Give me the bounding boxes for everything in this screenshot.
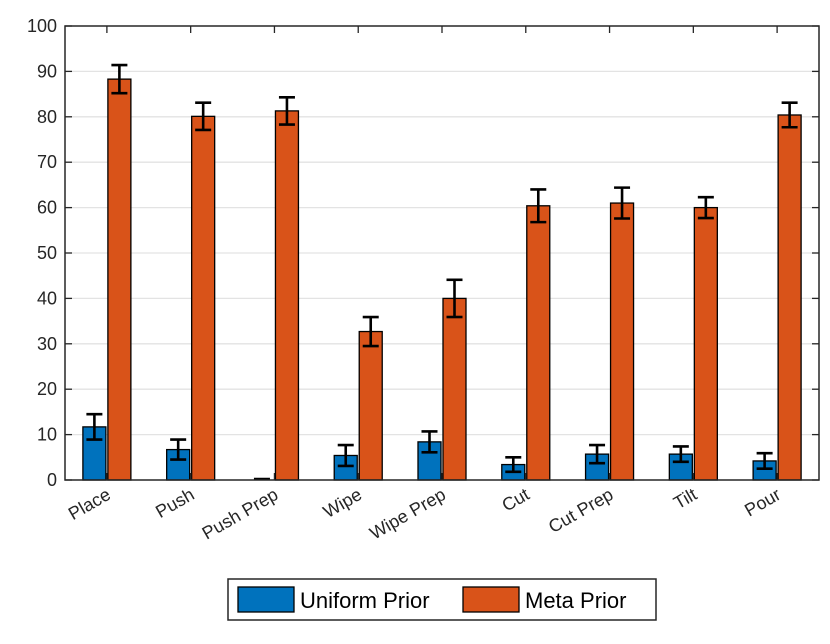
bar	[107, 78, 132, 481]
bar	[274, 110, 300, 481]
x-tick-label: Tilt	[670, 484, 700, 513]
y-tick-label: 40	[37, 288, 57, 308]
y-tick-label: 70	[37, 152, 57, 172]
y-tick-label: 60	[37, 198, 57, 218]
y-tick-label: 0	[47, 470, 57, 490]
y-tick-label: 20	[37, 379, 57, 399]
x-tick-label: Wipe	[320, 484, 366, 522]
x-tick-label: Push Prep	[199, 484, 282, 543]
y-tick-label: 100	[27, 16, 57, 36]
bar	[609, 202, 635, 481]
y-tick-label: 10	[37, 425, 57, 445]
bar	[358, 330, 383, 481]
legend: Uniform Prior Meta Prior	[227, 578, 657, 621]
legend-label: Meta Prior	[525, 588, 626, 613]
bar	[526, 205, 551, 481]
x-tick-label: Place	[65, 484, 114, 524]
y-tick-label: 50	[37, 243, 57, 263]
y-tick-label: 90	[37, 61, 57, 81]
x-tick-label: Push	[152, 484, 198, 522]
legend-label: Uniform Prior	[300, 588, 430, 613]
y-tick-label: 30	[37, 334, 57, 354]
error-bars	[86, 63, 798, 481]
legend-swatch	[237, 586, 295, 613]
y-axis: 0 10 20 30 40 50 60 70 80 90 100	[27, 16, 819, 490]
bar	[442, 297, 467, 481]
x-tick-label: Pour	[741, 484, 784, 520]
x-tick-label: Wipe Prep	[366, 484, 449, 543]
grid-lines	[65, 70, 819, 436]
legend-box	[227, 578, 657, 621]
bars	[82, 78, 802, 481]
y-tick-label: 80	[37, 107, 57, 127]
legend-swatch	[462, 586, 520, 613]
bar	[693, 206, 718, 481]
bar	[777, 114, 802, 481]
x-tick-label: Cut	[499, 484, 533, 515]
x-tick-label: Cut Prep	[545, 484, 617, 537]
bar	[191, 115, 216, 481]
